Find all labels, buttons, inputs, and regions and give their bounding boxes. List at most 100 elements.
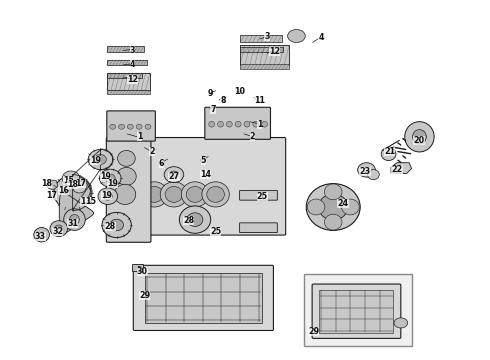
Text: 13: 13 xyxy=(80,197,91,206)
Ellipse shape xyxy=(70,215,79,225)
Ellipse shape xyxy=(62,171,80,185)
Bar xyxy=(240,45,289,65)
Ellipse shape xyxy=(64,185,81,201)
Ellipse shape xyxy=(218,121,223,127)
Ellipse shape xyxy=(358,163,375,177)
Ellipse shape xyxy=(165,186,183,202)
Text: 24: 24 xyxy=(338,199,348,208)
Text: 21: 21 xyxy=(384,148,395,157)
Ellipse shape xyxy=(207,186,224,202)
FancyBboxPatch shape xyxy=(240,223,277,233)
Ellipse shape xyxy=(119,124,124,129)
FancyBboxPatch shape xyxy=(106,138,151,242)
Text: 25: 25 xyxy=(257,192,268,201)
Ellipse shape xyxy=(181,182,209,207)
Ellipse shape xyxy=(34,228,49,242)
Ellipse shape xyxy=(381,148,396,161)
Text: 15: 15 xyxy=(63,176,74,185)
FancyBboxPatch shape xyxy=(205,107,270,139)
Text: 19: 19 xyxy=(101,191,112,199)
Bar xyxy=(145,273,262,323)
Text: 19: 19 xyxy=(90,156,101,165)
Text: 20: 20 xyxy=(414,136,424,145)
Ellipse shape xyxy=(170,171,178,178)
Text: 2: 2 xyxy=(249,132,255,141)
Text: 17: 17 xyxy=(75,179,86,188)
Ellipse shape xyxy=(307,199,325,215)
Bar xyxy=(240,47,283,52)
Ellipse shape xyxy=(146,186,163,202)
Text: 18: 18 xyxy=(41,179,52,188)
Ellipse shape xyxy=(342,199,359,215)
Ellipse shape xyxy=(288,30,305,42)
Ellipse shape xyxy=(95,154,106,165)
Polygon shape xyxy=(65,180,91,213)
Ellipse shape xyxy=(117,167,136,185)
Ellipse shape xyxy=(105,174,115,183)
Text: 7: 7 xyxy=(210,105,216,114)
Text: 32: 32 xyxy=(52,227,63,236)
Bar xyxy=(107,90,150,94)
Ellipse shape xyxy=(103,192,112,200)
Ellipse shape xyxy=(118,150,135,166)
Ellipse shape xyxy=(50,221,68,237)
Text: 25: 25 xyxy=(210,227,221,236)
Ellipse shape xyxy=(262,121,268,127)
Text: 22: 22 xyxy=(392,165,402,174)
Ellipse shape xyxy=(202,182,229,207)
Text: 31: 31 xyxy=(67,219,78,228)
Ellipse shape xyxy=(368,170,379,180)
Text: 6: 6 xyxy=(159,158,165,168)
Text: 12: 12 xyxy=(127,75,138,84)
Bar xyxy=(304,274,412,346)
Bar xyxy=(107,73,150,90)
Ellipse shape xyxy=(99,169,121,187)
FancyBboxPatch shape xyxy=(240,190,277,200)
Text: 14: 14 xyxy=(200,170,211,179)
Text: 27: 27 xyxy=(169,172,179,181)
Polygon shape xyxy=(47,180,58,190)
Text: 17: 17 xyxy=(46,191,57,199)
Ellipse shape xyxy=(127,124,133,129)
Text: 1: 1 xyxy=(137,132,143,141)
Ellipse shape xyxy=(160,182,188,207)
Text: 11: 11 xyxy=(254,96,265,105)
Ellipse shape xyxy=(209,121,215,127)
Bar xyxy=(240,35,282,42)
FancyBboxPatch shape xyxy=(138,138,286,235)
Ellipse shape xyxy=(186,186,204,202)
Ellipse shape xyxy=(235,121,241,127)
Ellipse shape xyxy=(98,188,118,204)
Ellipse shape xyxy=(136,124,142,129)
Ellipse shape xyxy=(244,121,250,127)
Ellipse shape xyxy=(110,124,116,129)
Text: 18: 18 xyxy=(67,180,78,189)
Text: 19: 19 xyxy=(107,179,118,188)
Text: 4: 4 xyxy=(318,33,324,42)
Text: 10: 10 xyxy=(235,87,245,96)
Bar xyxy=(107,60,147,65)
Bar xyxy=(107,73,142,78)
Text: 15: 15 xyxy=(85,197,96,206)
Text: 4: 4 xyxy=(129,60,135,69)
Bar xyxy=(107,46,144,52)
Ellipse shape xyxy=(318,194,348,220)
Text: 3: 3 xyxy=(129,46,135,55)
Ellipse shape xyxy=(187,213,203,226)
Ellipse shape xyxy=(164,167,184,183)
Ellipse shape xyxy=(141,182,168,207)
Ellipse shape xyxy=(54,175,91,210)
Text: 28: 28 xyxy=(105,222,116,231)
Ellipse shape xyxy=(64,209,85,230)
Text: 5: 5 xyxy=(200,156,206,165)
Ellipse shape xyxy=(55,225,63,232)
Text: 2: 2 xyxy=(149,148,155,157)
Ellipse shape xyxy=(226,121,232,127)
Text: 16: 16 xyxy=(58,186,69,195)
Ellipse shape xyxy=(324,214,342,230)
Text: 1: 1 xyxy=(257,120,263,129)
Text: 33: 33 xyxy=(35,233,46,242)
Ellipse shape xyxy=(145,124,151,129)
Ellipse shape xyxy=(253,121,259,127)
Text: 19: 19 xyxy=(100,172,111,181)
